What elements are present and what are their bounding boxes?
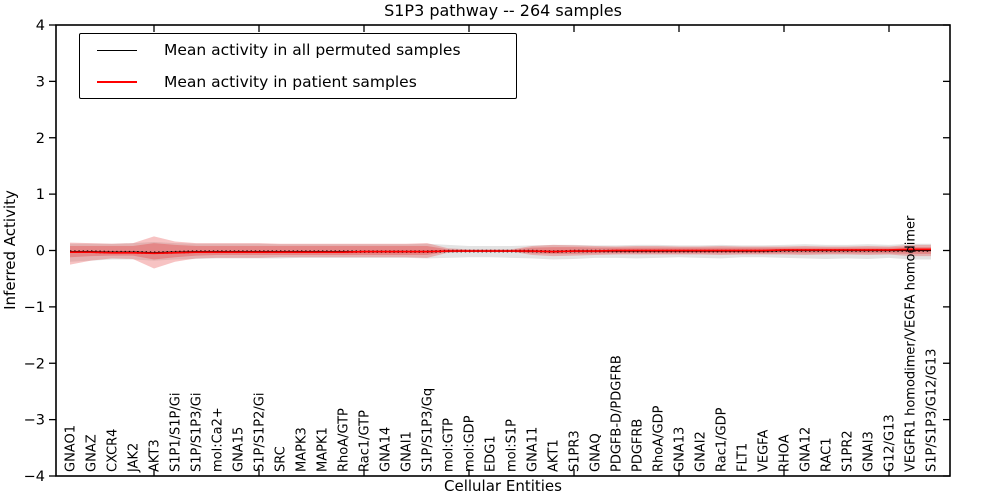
x-tick-label: SRC [274,446,289,472]
x-tick-label: mol:S1P [505,419,520,472]
x-tick-label: Rac1/GDP [715,407,730,472]
x-tick-label: CXCR4 [106,429,121,472]
y-tick-label: −4 [24,469,45,485]
x-tick-label: RAC1 [820,437,835,472]
x-tick-label: GNA13 [673,427,688,472]
x-tick-label: S1P/S1P3/Gi [190,393,205,472]
y-tick-label: −3 [24,413,45,429]
patient-mean-line [70,248,931,255]
x-tick-label: GNAO1 [64,425,79,472]
x-tick-label: RhoA/GTP [337,408,352,472]
x-tick-label: GNAI3 [862,431,877,472]
y-tick-label: 1 [36,187,45,203]
x-tick-label: GNA15 [232,427,247,472]
x-tick-label: S1P/S1P3/Gq [421,388,436,472]
x-tick-label: mol:Ca2+ [211,407,226,472]
x-tick-label: MAPK1 [316,427,331,472]
legend-item-permuted: Mean activity in all permuted samples [80,35,516,65]
y-tick-label: 3 [36,74,45,90]
chart-title: S1P3 pathway -- 264 samples [384,1,622,20]
x-tick-label: VEGFR1 homodimer/VEGFA homodimer [904,215,919,472]
x-tick-label: S1PR3 [568,430,583,472]
patient-samples-core-band [70,243,931,260]
x-tick-label: GNAZ [85,434,100,472]
x-tick-label: RhoA/GDP [652,405,667,472]
x-tick-label: G12/G13 [883,414,898,472]
x-tick-label: EDG1 [484,435,499,472]
y-tick-label: 2 [36,131,45,147]
x-tick-label: AKT3 [148,439,163,472]
x-tick-label: PDGFB-D/PDGFRB [610,355,625,472]
x-tick-label: FLT1 [736,443,751,472]
x-tick-label: GNAI1 [400,431,415,472]
legend-item-patient: Mean activity in patient samples [80,67,516,97]
x-tick-label: Rac1/GTP [358,410,373,472]
legend: Mean activity in all permuted samples Me… [79,33,517,99]
patient-line-swatch [97,80,137,83]
x-tick-label: RHOA [778,434,793,472]
y-axis-label: Inferred Activity [1,190,19,310]
x-tick-label: GNA14 [379,427,394,472]
y-tick-label: 0 [36,244,45,260]
x-tick-label: S1P1/S1P/Gi [169,393,184,472]
x-tick-label: AKT1 [547,439,562,472]
x-tick-label: GNAI2 [694,431,709,472]
x-tick-label: S1PR2 [841,430,856,472]
legend-label-patient: Mean activity in patient samples [164,72,417,91]
x-tick-label: S1P/S1P2/Gi [253,393,268,472]
patient-samples-range-band [70,236,931,269]
y-tick-label: −1 [24,300,45,316]
x-tick-label: JAK2 [127,443,142,473]
x-tick-label: GNAQ [589,433,604,472]
y-tick-label: −2 [24,356,45,372]
x-tick-label: GNA12 [799,427,814,472]
x-axis-label: Cellular Entities [444,477,562,495]
x-tick-label: PDGFRB [631,419,646,472]
y-tick-label: 4 [36,18,45,34]
permuted-line-swatch [97,49,137,51]
x-tick-label: VEGFA [757,430,772,472]
x-tick-label: mol:GTP [442,418,457,472]
x-tick-label: GNA11 [526,427,541,472]
x-tick-label: mol:GDP [463,415,478,472]
legend-label-permuted: Mean activity in all permuted samples [164,41,461,60]
x-tick-label: MAPK3 [295,427,310,472]
x-tick-label: S1P/S1P3/G12/G13 [925,349,940,472]
